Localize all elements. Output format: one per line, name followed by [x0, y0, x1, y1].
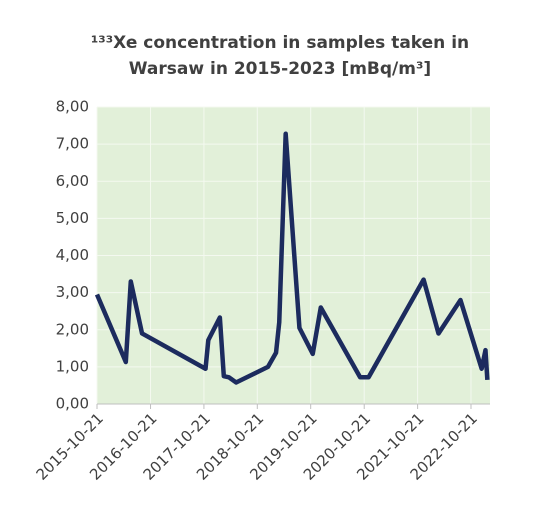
chart-title: ¹³³Xe concentration in samples taken in …	[90, 33, 470, 79]
y-tick-label: 5,00	[56, 209, 89, 227]
y-tick-label: 4,00	[56, 246, 89, 264]
y-tick-label: 1,00	[56, 357, 89, 375]
y-tick-label: 2,00	[56, 320, 89, 338]
y-tick-label: 3,00	[56, 283, 89, 301]
y-tick-label: 7,00	[56, 135, 89, 153]
y-tick-label: 8,00	[56, 98, 89, 116]
data-line	[94, 131, 490, 385]
y-tick-label: 0,00	[56, 395, 89, 413]
y-tick-label: 6,00	[56, 172, 89, 190]
